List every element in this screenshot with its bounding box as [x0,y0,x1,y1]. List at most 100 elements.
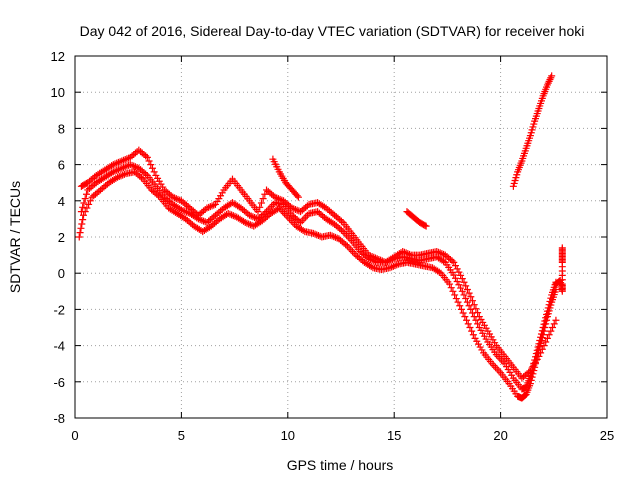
plus-marker [535,352,543,360]
plus-marker [371,254,379,262]
plus-marker [536,337,544,345]
plus-marker [85,200,93,208]
plus-marker [114,158,122,166]
plus-marker [534,343,542,351]
plus-marker [241,219,249,227]
plus-marker [288,204,296,212]
plus-marker [462,282,470,290]
plus-marker [552,316,560,324]
plus-marker [460,278,468,286]
plus-marker [386,264,394,272]
plus-marker [547,294,555,302]
plus-marker [537,330,545,338]
x-tick-label: 15 [387,428,401,443]
plus-marker [465,302,473,310]
x-tick-label: 0 [71,428,78,443]
plus-marker [203,204,211,212]
y-tick-label: -6 [53,375,65,390]
plus-marker [111,167,119,175]
plus-marker [293,192,301,200]
plus-marker [435,268,443,276]
plus-marker [550,320,558,328]
plus-marker [75,233,83,241]
plus-marker [172,195,180,203]
plus-marker [252,214,260,222]
chart-title: Day 042 of 2016, Sidereal Day-to-day VTE… [80,23,585,39]
y-tick-label: 2 [58,230,65,245]
plus-marker [273,194,281,202]
x-tick-label: 10 [281,428,295,443]
plus-marker [113,159,121,167]
plus-marker [80,199,88,207]
plus-marker [467,293,475,301]
y-tick-label: 12 [51,49,65,64]
plus-marker [118,164,126,172]
plus-marker [465,289,473,297]
plus-marker [541,317,549,325]
plus-marker [256,203,264,211]
plus-marker [543,334,551,342]
plus-marker [131,163,139,171]
plus-marker [118,157,126,165]
plus-marker [537,349,545,357]
axis-ticks [74,55,608,419]
plus-marker [457,271,465,279]
plus-marker [147,161,155,169]
plus-marker [229,212,237,220]
y-tick-label: 8 [58,121,65,136]
plus-marker [549,324,557,331]
plus-marker [137,174,145,182]
plus-marker [228,211,236,219]
series-track-c [77,146,560,382]
plus-marker [525,368,533,376]
y-tick-label: 6 [58,158,65,173]
plus-marker [467,305,475,313]
plus-marker [123,162,131,170]
series-track-a [75,168,560,402]
plus-marker [78,220,86,228]
plus-marker [337,226,345,234]
plus-marker [453,278,461,286]
plus-marker [460,291,468,299]
plus-marker [177,206,185,214]
plus-marker [545,331,553,339]
plus-marker [294,193,302,201]
plus-marker [148,164,156,172]
plus-marker [538,345,546,353]
plus-marker [520,392,528,400]
plus-marker [537,333,545,341]
plus-marker [453,265,461,273]
plus-marker [128,161,136,169]
plus-marker [290,205,298,213]
plus-marker [375,255,383,263]
plus-marker [447,284,455,292]
plus-marker [350,249,358,257]
plus-marker [449,287,457,295]
plus-marker [391,262,399,270]
plus-marker [468,327,476,335]
plus-marker [440,257,448,265]
plus-marker [142,170,150,178]
plus-marker [274,205,282,213]
plus-marker [271,193,279,201]
plus-marker [123,155,131,163]
plus-marker [245,220,253,228]
plus-marker [463,316,471,324]
plus-marker [529,363,537,371]
plus-marker [438,250,446,258]
plus-marker [79,203,87,211]
plus-marker [495,367,503,375]
plus-marker [345,244,353,252]
plus-marker [113,166,121,174]
y-axis-title: SDTVAR / TECUs [7,181,23,293]
plus-marker [121,163,129,171]
plus-marker [121,156,129,164]
plus-marker [433,247,441,255]
plus-marker [249,213,257,221]
plus-marker [436,249,444,257]
plus-marker [206,203,214,211]
plus-marker [461,313,469,321]
plus-marker [116,158,124,166]
plus-marker [243,219,251,227]
